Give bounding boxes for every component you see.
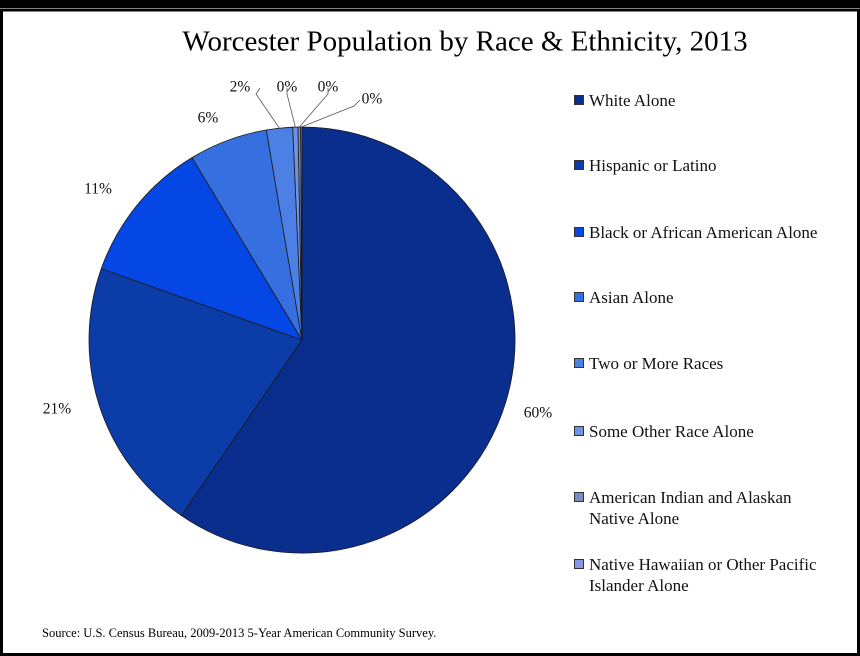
legend-entry: Some Other Race Alone — [574, 421, 834, 442]
leader-line — [286, 88, 296, 128]
legend-entry: White Alone — [574, 90, 834, 111]
legend-entry: Black or African American Alone — [574, 222, 834, 243]
legend-swatch — [574, 95, 584, 105]
data-label: 0% — [277, 79, 298, 96]
legend-label: White Alone — [589, 91, 676, 110]
pie-slice — [88, 268, 303, 517]
chart-title: Worcester Population by Race & Ethnicity… — [182, 26, 747, 58]
legend-label: Native Hawaiian or Other Pacific Islande… — [589, 555, 817, 595]
legend-label: Hispanic or Latino — [589, 156, 717, 175]
legend-label: Two or More Races — [589, 354, 724, 373]
source-note: Source: U.S. Census Bureau, 2009-2013 5-… — [42, 626, 436, 640]
data-label: 0% — [362, 91, 383, 108]
legend-swatch — [574, 160, 584, 170]
pie-slice — [180, 126, 516, 554]
legend-label: American Indian and Alaskan Native Alone — [589, 488, 792, 528]
data-label: 2% — [230, 79, 251, 96]
legend-label: Some Other Race Alone — [589, 422, 754, 441]
data-label: 6% — [198, 110, 219, 127]
legend-swatch — [574, 358, 584, 368]
leader-line — [299, 88, 329, 128]
data-label: 21% — [43, 401, 72, 418]
pie-slice — [100, 157, 303, 341]
legend-swatch — [574, 426, 584, 436]
legend-entry: American Indian and Alaskan Native Alone — [574, 487, 834, 529]
legend-swatch — [574, 292, 584, 302]
data-label: 0% — [318, 79, 339, 96]
legend-entry: Native Hawaiian or Other Pacific Islande… — [574, 554, 834, 596]
legend-swatch — [574, 559, 584, 569]
legend-swatch — [574, 492, 584, 502]
legend-label: Asian Alone — [589, 288, 674, 307]
leader-line — [255, 87, 280, 129]
legend-entry: Two or More Races — [574, 353, 834, 374]
legend-entry: Asian Alone — [574, 287, 834, 308]
frame — [0, 8, 860, 656]
leader-line — [301, 99, 361, 128]
top-bar — [0, 0, 860, 8]
legend-swatch — [574, 227, 584, 237]
data-label: 60% — [524, 405, 553, 422]
legend-label: Black or African American Alone — [589, 223, 818, 242]
legend-entry: Hispanic or Latino — [574, 155, 834, 176]
data-label: 11% — [84, 181, 112, 198]
